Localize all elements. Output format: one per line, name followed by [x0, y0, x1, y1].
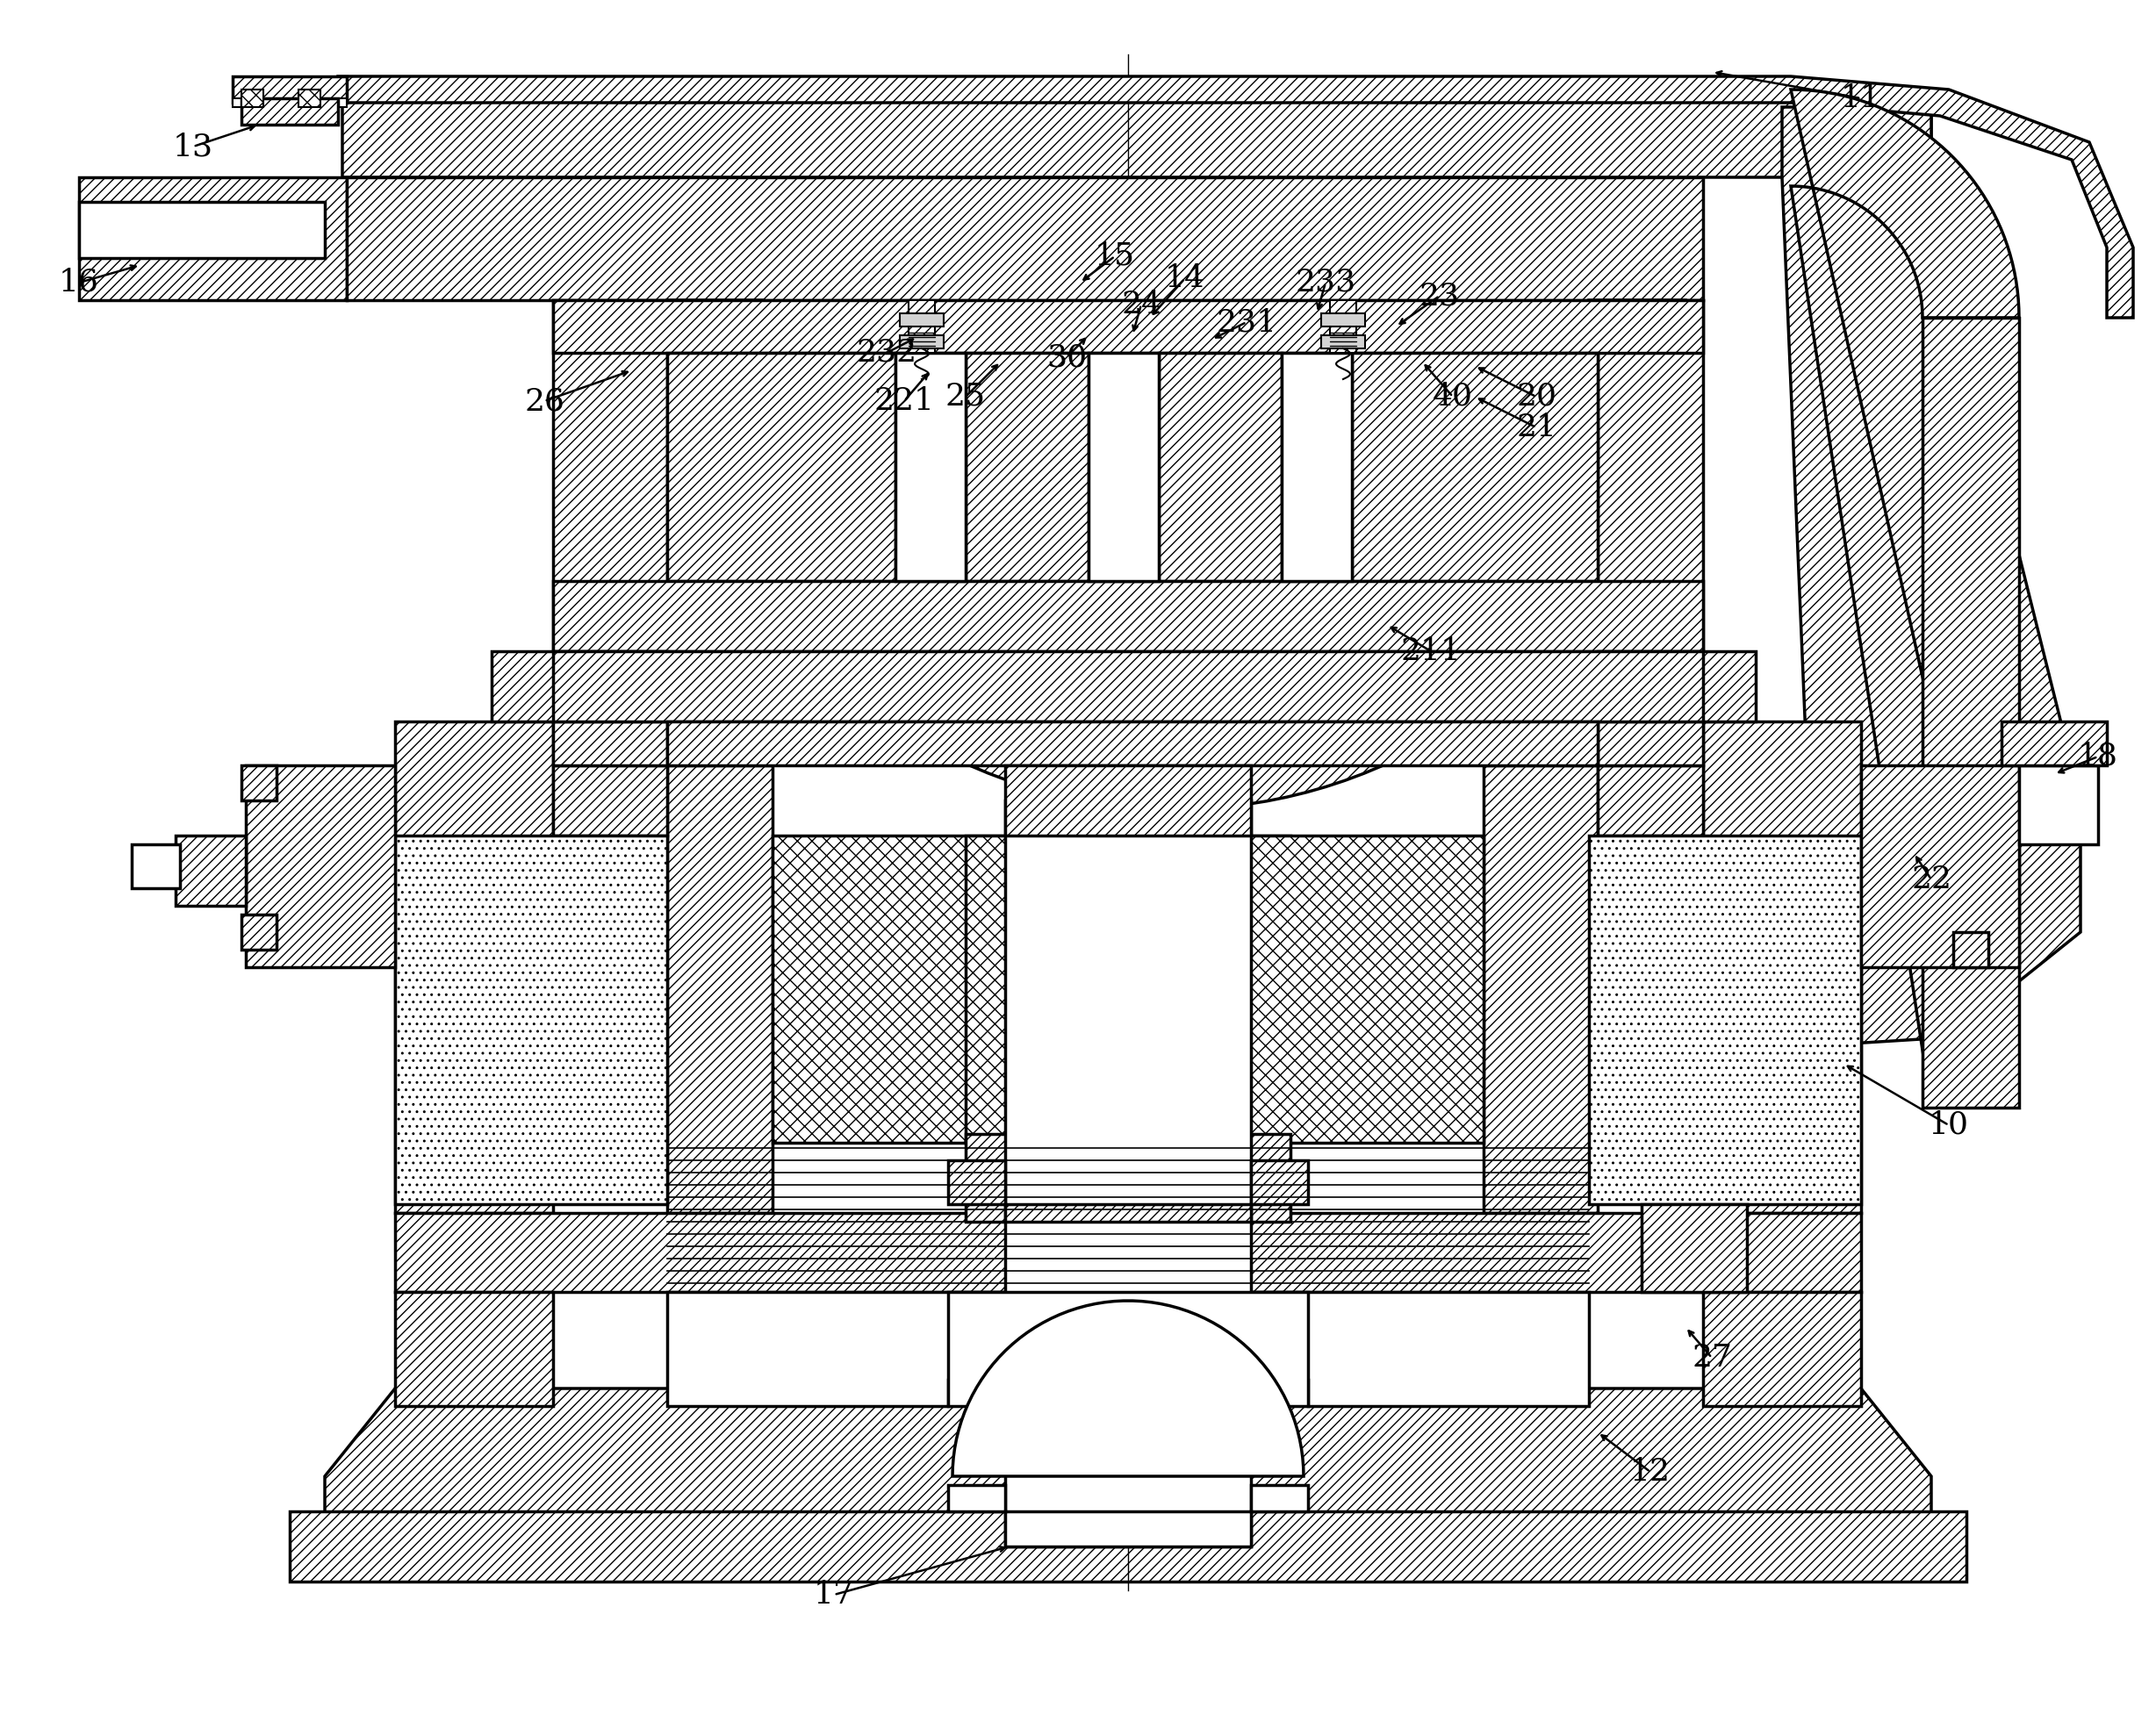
Polygon shape: [395, 1212, 1861, 1292]
Bar: [1322, 336, 1365, 348]
Bar: [966, 835, 1291, 1143]
Text: 231: 231: [1216, 307, 1276, 338]
Bar: [132, 844, 179, 889]
Polygon shape: [347, 177, 1703, 300]
Text: 14: 14: [1164, 263, 1205, 293]
Bar: [1641, 1204, 1746, 1292]
Polygon shape: [966, 353, 1089, 580]
Polygon shape: [1158, 353, 1281, 580]
Polygon shape: [1483, 765, 1598, 1212]
Bar: [899, 313, 944, 327]
Polygon shape: [1923, 319, 2018, 1107]
Bar: [1089, 353, 1158, 580]
Polygon shape: [949, 1161, 1309, 1221]
Text: 11: 11: [1841, 83, 1882, 114]
Polygon shape: [1861, 765, 2018, 968]
Polygon shape: [1352, 353, 1598, 580]
Text: 20: 20: [1516, 382, 1557, 412]
Text: 10: 10: [1930, 1111, 1968, 1140]
Bar: [233, 98, 347, 107]
Text: 15: 15: [1095, 241, 1134, 270]
Polygon shape: [666, 353, 895, 580]
Polygon shape: [554, 580, 1703, 651]
Text: 25: 25: [944, 382, 985, 412]
Polygon shape: [395, 1292, 554, 1407]
Text: 221: 221: [873, 386, 934, 417]
Polygon shape: [338, 76, 2132, 319]
Bar: [1005, 765, 1250, 835]
Bar: [2001, 722, 2106, 765]
Text: 40: 40: [1432, 382, 1473, 412]
Bar: [1953, 932, 1988, 968]
Polygon shape: [949, 1484, 1309, 1546]
Bar: [241, 914, 276, 949]
Polygon shape: [953, 1300, 1304, 1476]
Polygon shape: [289, 1512, 1966, 1581]
Bar: [1281, 353, 1352, 580]
Text: 12: 12: [1630, 1457, 1671, 1486]
Text: 23: 23: [1419, 281, 1460, 310]
Bar: [1322, 313, 1365, 327]
Polygon shape: [1598, 765, 1703, 835]
Bar: [241, 765, 276, 801]
Polygon shape: [666, 300, 1686, 809]
Polygon shape: [666, 1292, 1589, 1407]
Polygon shape: [1792, 90, 2018, 1107]
Text: 232: 232: [856, 338, 916, 369]
Text: 18: 18: [2078, 742, 2117, 771]
Polygon shape: [1598, 300, 1703, 765]
Polygon shape: [246, 765, 395, 968]
Bar: [966, 1135, 1291, 1221]
Polygon shape: [80, 177, 347, 300]
Bar: [233, 76, 347, 103]
Text: 16: 16: [58, 267, 99, 298]
Bar: [298, 90, 321, 107]
Polygon shape: [343, 81, 1932, 203]
Polygon shape: [554, 651, 1703, 722]
Bar: [895, 353, 966, 580]
Bar: [908, 300, 936, 353]
Text: 24: 24: [1121, 289, 1162, 320]
Polygon shape: [666, 722, 1598, 765]
Bar: [241, 90, 263, 107]
Polygon shape: [1783, 107, 2081, 1047]
Bar: [241, 98, 338, 124]
Polygon shape: [1703, 1292, 1861, 1407]
Bar: [772, 835, 1018, 1143]
Bar: [899, 336, 944, 348]
Bar: [175, 835, 246, 906]
Polygon shape: [554, 300, 1703, 353]
Bar: [1238, 835, 1483, 1143]
Bar: [1330, 300, 1356, 353]
Polygon shape: [175, 844, 246, 889]
Bar: [395, 835, 666, 1204]
Text: 21: 21: [1516, 413, 1557, 443]
Polygon shape: [949, 1292, 1309, 1407]
Text: 211: 211: [1401, 637, 1462, 666]
Text: 26: 26: [524, 386, 565, 417]
Polygon shape: [492, 651, 666, 722]
Text: 17: 17: [813, 1579, 854, 1610]
Polygon shape: [554, 765, 666, 835]
Polygon shape: [326, 1388, 1932, 1538]
Polygon shape: [666, 765, 772, 1212]
Text: 233: 233: [1296, 267, 1356, 298]
Text: 13: 13: [172, 131, 213, 162]
Polygon shape: [1598, 651, 1755, 722]
Text: 27: 27: [1692, 1343, 1731, 1372]
Polygon shape: [395, 722, 554, 1212]
Polygon shape: [554, 300, 666, 765]
Bar: [1005, 801, 1250, 1546]
Text: 22: 22: [1910, 864, 1951, 894]
Bar: [80, 201, 326, 258]
Bar: [2018, 765, 2098, 844]
Text: 30: 30: [1046, 343, 1087, 372]
Bar: [1589, 835, 1861, 1204]
Polygon shape: [1703, 722, 1861, 1212]
